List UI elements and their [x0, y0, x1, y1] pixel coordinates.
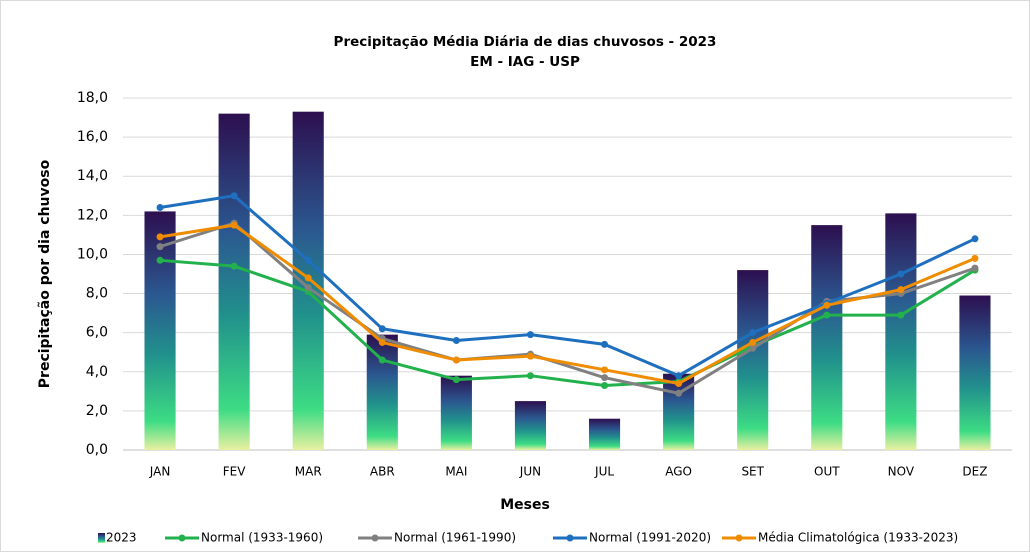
line-marker — [230, 192, 238, 200]
legend-label: Normal (1961-1990) — [394, 531, 516, 545]
line-marker — [897, 270, 905, 278]
line-marker — [971, 235, 979, 243]
line-marker — [156, 204, 164, 212]
line-marker — [452, 356, 460, 364]
line-marker — [675, 389, 683, 397]
legend-label: 2023 — [106, 531, 137, 545]
line-marker — [526, 372, 534, 380]
y-tick-label: 12,0 — [77, 207, 108, 223]
x-tick-label: MAR — [295, 465, 322, 479]
bar — [366, 334, 398, 450]
bar — [588, 418, 621, 450]
y-tick-label: 10,0 — [77, 246, 108, 262]
chart-subtitle: EM - IAG - USP — [470, 54, 580, 70]
line-marker — [378, 356, 386, 364]
line-marker — [823, 311, 831, 319]
x-tick-label: ABR — [370, 465, 395, 479]
bar — [737, 270, 769, 450]
x-tick-label: SET — [741, 465, 764, 479]
line-marker — [749, 338, 757, 346]
line-marker — [897, 286, 905, 294]
line-marker — [452, 336, 460, 344]
line-marker — [230, 221, 238, 229]
line-marker — [601, 366, 609, 374]
x-axis-title: Meses — [500, 497, 550, 513]
line-marker — [156, 243, 164, 251]
legend-label: Normal (1933-1960) — [201, 531, 323, 545]
y-tick-label: 6,0 — [86, 325, 108, 341]
x-tick-label: JUL — [594, 465, 614, 479]
line-series — [159, 194, 976, 378]
bar — [218, 113, 250, 451]
line-marker — [675, 380, 683, 388]
line-marker — [823, 301, 831, 309]
x-tick-label: NOV — [888, 465, 915, 479]
y-tick-label: 0,0 — [86, 442, 108, 458]
line-marker — [749, 344, 757, 352]
legend-marker — [178, 534, 186, 542]
line-marker — [601, 374, 609, 382]
line-marker — [971, 254, 979, 262]
x-tick-label: DEZ — [962, 465, 987, 479]
line-marker — [601, 340, 609, 348]
bar — [885, 213, 917, 450]
x-tick-label: JAN — [149, 465, 171, 479]
x-tick-label: FEV — [223, 465, 246, 479]
y-tick-label: 8,0 — [86, 286, 108, 302]
x-tick-label: MAI — [445, 465, 467, 479]
y-tick-label: 14,0 — [77, 168, 108, 184]
line-marker — [675, 372, 683, 380]
legend-swatch — [98, 533, 105, 543]
legend-marker — [371, 534, 379, 542]
y-tick-label: 4,0 — [86, 364, 108, 380]
legend-label: Normal (1991-2020) — [589, 531, 711, 545]
line-series — [159, 221, 976, 395]
bar — [514, 401, 547, 450]
y-tick-label: 2,0 — [86, 403, 108, 419]
line-marker — [526, 352, 534, 360]
line-marker — [749, 329, 757, 337]
bar — [811, 225, 843, 450]
line-marker — [971, 264, 979, 272]
legend-label: Média Climatológica (1933-2023) — [758, 531, 958, 545]
line-marker — [378, 338, 386, 346]
x-tick-label: OUT — [814, 465, 840, 479]
line-marker — [304, 274, 312, 282]
line-series — [159, 258, 976, 387]
line-marker — [526, 331, 534, 339]
y-axis-title: Precipitação por dia chuvoso — [37, 159, 53, 388]
legend-marker — [735, 534, 743, 542]
x-tick-label: AGO — [665, 465, 692, 479]
line-marker — [230, 262, 238, 270]
legend-marker — [566, 534, 574, 542]
line-marker — [897, 311, 905, 319]
line-marker — [156, 256, 164, 264]
line-marker — [156, 233, 164, 241]
bar — [959, 295, 991, 450]
chart-title: Precipitação Média Diária de dias chuvos… — [334, 34, 717, 50]
line-marker — [601, 381, 609, 389]
line-marker — [452, 376, 460, 384]
line-marker — [304, 284, 312, 292]
bar — [440, 375, 472, 450]
y-tick-label: 16,0 — [77, 129, 108, 145]
line-marker — [378, 325, 386, 333]
line-series — [159, 223, 976, 386]
bar — [144, 211, 176, 450]
x-tick-label: JUN — [519, 465, 541, 479]
line-marker — [304, 256, 312, 264]
y-tick-label: 18,0 — [77, 90, 108, 106]
